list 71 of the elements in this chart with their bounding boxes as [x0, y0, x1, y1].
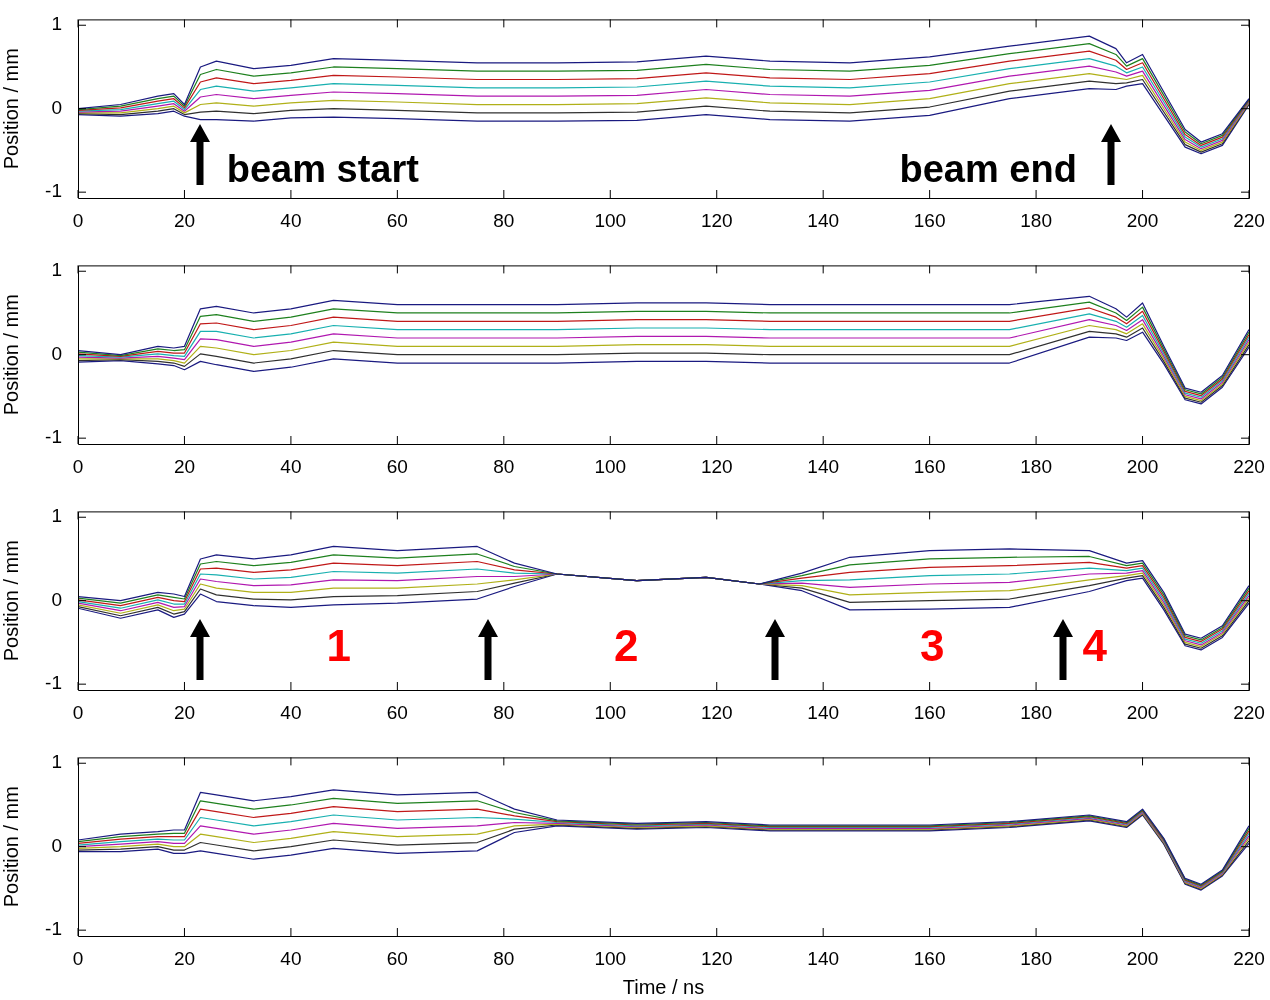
x-tick-label: 200 — [1126, 947, 1159, 969]
y-axis-title: Position / mm — [0, 540, 22, 662]
x-tick-label: 220 — [1233, 947, 1265, 969]
x-tick-label: 180 — [1020, 455, 1052, 477]
y-tick-label: 1 — [51, 751, 62, 773]
x-tick-label: 100 — [594, 701, 627, 723]
y-tick-label: -1 — [45, 426, 62, 448]
x-tick-label: 160 — [913, 947, 946, 969]
x-tick-label: 40 — [280, 947, 302, 969]
y-tick-label: 0 — [51, 96, 62, 118]
annotation: beam end — [899, 147, 1077, 190]
annotation: beam start — [226, 147, 420, 190]
x-tick-label: 220 — [1233, 701, 1265, 723]
x-tick-label: 20 — [173, 701, 196, 723]
y-tick-label: 0 — [51, 834, 62, 856]
y-axis-title: Position / mm — [0, 294, 22, 416]
x-tick-label: 20 — [173, 209, 196, 231]
x-tick-label: 60 — [386, 455, 408, 477]
x-tick-label: 60 — [386, 209, 408, 231]
y-tick-label: -1 — [45, 180, 62, 202]
x-tick-label: 40 — [280, 209, 302, 231]
y-axis-title: Position / mm — [0, 786, 22, 908]
x-tick-label: 140 — [807, 947, 840, 969]
x-tick-label: 40 — [280, 701, 302, 723]
x-tick-label: 180 — [1020, 947, 1052, 969]
y-tick-label: 0 — [51, 342, 62, 364]
x-tick-label: 100 — [594, 209, 627, 231]
x-tick-label: 160 — [913, 455, 946, 477]
x-tick-label: 200 — [1126, 455, 1159, 477]
y-tick-label: 1 — [51, 13, 62, 35]
y-tick-label: -1 — [45, 918, 62, 940]
x-tick-label: 40 — [280, 455, 302, 477]
x-tick-label: 80 — [493, 209, 515, 231]
x-tick-label: 220 — [1233, 455, 1265, 477]
annotation: 4 — [1082, 621, 1108, 671]
annotation: 1 — [326, 621, 352, 671]
x-tick-label: 0 — [72, 455, 84, 477]
x-tick-label: 120 — [700, 209, 733, 231]
annotation: 3 — [920, 621, 945, 671]
x-tick-label: 180 — [1020, 701, 1052, 723]
x-tick-label: 60 — [386, 701, 408, 723]
x-tick-label: 120 — [700, 455, 733, 477]
x-tick-label: 0 — [72, 209, 84, 231]
y-tick-label: 1 — [51, 259, 62, 281]
x-tick-label: 220 — [1233, 209, 1265, 231]
y-axis-title: Position / mm — [0, 48, 22, 170]
x-tick-label: 80 — [493, 947, 515, 969]
annotation: 2 — [614, 621, 639, 671]
x-tick-label: 100 — [594, 947, 627, 969]
x-tick-label: 120 — [700, 701, 733, 723]
x-tick-label: 20 — [173, 947, 196, 969]
y-tick-label: 1 — [51, 505, 62, 527]
x-tick-label: 0 — [72, 701, 84, 723]
x-tick-label: 120 — [700, 947, 733, 969]
x-tick-label: 140 — [807, 701, 840, 723]
x-tick-label: 140 — [807, 455, 840, 477]
x-tick-label: 80 — [493, 701, 515, 723]
y-tick-label: 0 — [51, 588, 62, 610]
x-tick-label: 100 — [594, 455, 627, 477]
x-tick-label: 80 — [493, 455, 515, 477]
x-tick-label: 20 — [173, 455, 196, 477]
x-tick-label: 140 — [807, 209, 840, 231]
x-tick-label: 180 — [1020, 209, 1052, 231]
x-tick-label: 200 — [1126, 701, 1159, 723]
x-axis-title: Time / ns — [622, 975, 705, 998]
x-tick-label: 160 — [913, 701, 946, 723]
x-tick-label: 200 — [1126, 209, 1159, 231]
y-tick-label: -1 — [45, 672, 62, 694]
x-tick-label: 0 — [72, 947, 84, 969]
x-tick-label: 160 — [913, 209, 946, 231]
x-tick-label: 60 — [386, 947, 408, 969]
